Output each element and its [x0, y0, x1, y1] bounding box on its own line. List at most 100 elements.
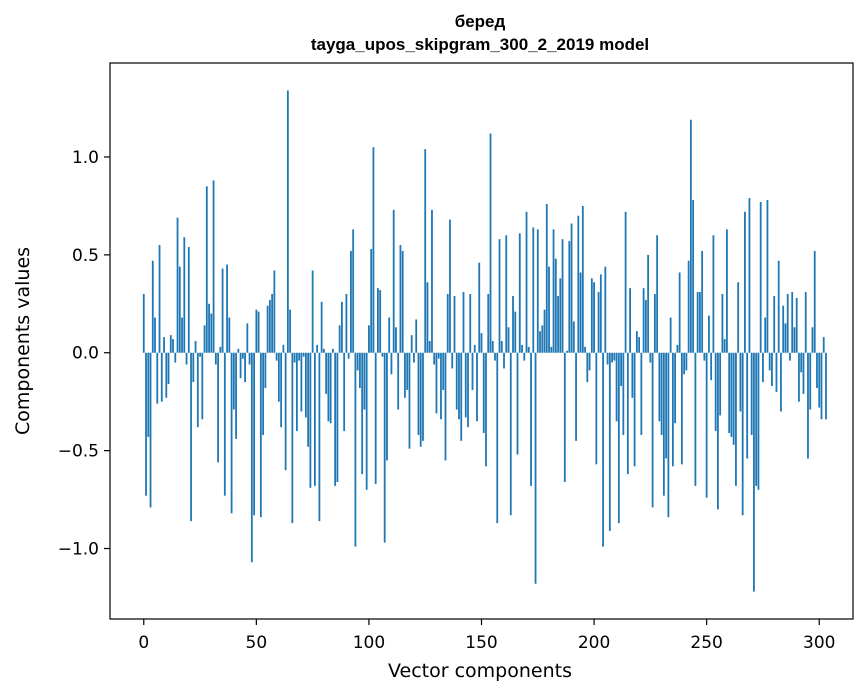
bar-component-256 [719, 352, 722, 416]
bar-component-82 [327, 352, 330, 422]
bar-component-52 [259, 352, 262, 518]
bar-component-254 [714, 352, 717, 432]
bar-component-1 [145, 352, 147, 496]
bar-component-261 [730, 352, 733, 437]
bar-component-67 [293, 352, 296, 363]
bar-component-138 [453, 295, 456, 353]
bar-component-232 [665, 352, 668, 459]
bar-component-145 [469, 294, 472, 353]
bar-component-262 [732, 352, 735, 445]
bar-component-249 [703, 352, 706, 361]
bar-component-240 [683, 352, 686, 375]
bar-component-216 [629, 288, 631, 353]
bar-component-226 [651, 352, 654, 508]
x-axis-ticks: 0 50 100 150 200 250 300 [138, 619, 835, 653]
bar-component-239 [680, 352, 683, 465]
bar-component-40 [232, 352, 235, 410]
bar-component-124 [422, 352, 424, 441]
bar-component-257 [721, 294, 724, 353]
bar-component-225 [649, 352, 652, 363]
bar-component-35 [221, 268, 224, 353]
bar-component-293 [802, 352, 805, 394]
y-axis-ticks: −1.0 −0.5 0.0 0.5 1.0 [58, 148, 110, 560]
bar-component-270 [750, 352, 753, 435]
bar-component-131 [437, 352, 440, 359]
bar-component-5 [154, 317, 156, 353]
bar-component-268 [746, 352, 749, 459]
bar-component-289 [793, 327, 796, 353]
bar-component-152 [485, 352, 487, 467]
bar-component-78 [318, 352, 321, 522]
bar-component-203 [599, 274, 602, 353]
bar-component-255 [717, 352, 719, 510]
bar-component-178 [543, 309, 546, 353]
bar-component-296 [809, 352, 812, 410]
x-tick-label: 50 [246, 633, 268, 653]
bar-component-275 [762, 352, 764, 383]
bar-component-252 [710, 352, 713, 381]
bar-component-17 [181, 317, 183, 353]
x-tick-label: 300 [803, 633, 835, 653]
bar-component-26 [201, 352, 204, 420]
bar-component-213 [622, 352, 625, 435]
bar-component-4 [151, 260, 154, 353]
bar-component-93 [352, 229, 355, 353]
bar-component-48 [250, 352, 253, 563]
bar-component-47 [248, 352, 251, 365]
bar-component-11 [167, 352, 170, 385]
bar-component-108 [386, 352, 388, 461]
bar-component-133 [442, 352, 445, 390]
bar-component-266 [741, 352, 744, 516]
bar-component-14 [174, 352, 177, 363]
bar-component-56 [268, 299, 271, 353]
bar-component-253 [712, 235, 715, 353]
bar-component-72 [304, 352, 307, 418]
bar-component-39 [230, 352, 233, 514]
bar-component-245 [694, 352, 697, 486]
bar-component-10 [165, 352, 168, 398]
bar-component-106 [381, 352, 384, 357]
bar-component-247 [699, 292, 701, 353]
bar-component-130 [435, 352, 438, 414]
bar-component-301 [820, 352, 823, 420]
bar-component-85 [334, 352, 337, 486]
y-tick-label: 1.0 [72, 148, 99, 168]
bar-component-83 [329, 352, 332, 424]
bar-component-23 [194, 341, 197, 353]
bar-component-101 [370, 248, 373, 353]
bar-component-233 [667, 352, 670, 518]
bar-component-58 [273, 270, 276, 353]
bar-component-246 [696, 292, 699, 353]
bar-component-19 [185, 352, 188, 365]
bar-component-49 [253, 352, 255, 516]
bar-component-185 [559, 278, 562, 353]
bar-component-153 [487, 294, 490, 353]
bar-component-204 [602, 352, 604, 547]
bar-component-36 [223, 352, 226, 496]
bar-component-61 [280, 352, 283, 428]
bar-component-220 [638, 337, 641, 353]
bar-component-290 [795, 297, 798, 353]
bar-component-60 [277, 352, 280, 402]
bar-component-162 [507, 327, 510, 353]
bar-component-90 [345, 294, 348, 353]
bar-component-167 [518, 233, 521, 353]
bar-component-51 [257, 311, 260, 353]
bar-component-174 [534, 352, 537, 584]
bar-component-284 [782, 305, 785, 353]
bar-component-199 [590, 278, 593, 353]
bar-component-150 [480, 333, 483, 353]
bar-component-9 [163, 337, 165, 353]
bar-component-140 [458, 352, 460, 420]
bar-component-86 [336, 352, 339, 482]
bar-component-209 [613, 352, 616, 361]
bar-component-68 [295, 352, 298, 432]
bar-component-215 [626, 352, 629, 475]
bar-component-300 [818, 352, 821, 408]
bar-component-196 [584, 346, 586, 353]
bar-component-79 [320, 301, 323, 353]
bar-component-53 [262, 352, 264, 435]
bar-component-175 [536, 229, 539, 353]
bar-component-190 [570, 223, 573, 353]
